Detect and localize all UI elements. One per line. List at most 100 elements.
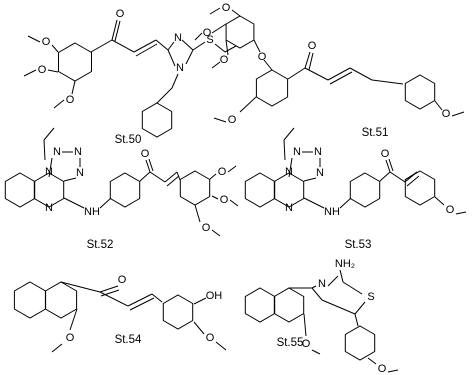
ring bbox=[404, 170, 436, 206]
atom: O bbox=[308, 40, 317, 52]
bond bbox=[114, 20, 121, 42]
bond bbox=[379, 171, 391, 182]
bond bbox=[304, 67, 329, 81]
atom: N bbox=[285, 202, 293, 214]
ring bbox=[13, 281, 47, 319]
bond bbox=[51, 44, 59, 53]
atom: NH bbox=[84, 206, 100, 218]
bond bbox=[406, 175, 420, 187]
bond bbox=[148, 158, 154, 172]
bond bbox=[166, 175, 180, 187]
bond bbox=[327, 67, 351, 81]
bond bbox=[181, 39, 194, 51]
bond bbox=[211, 61, 221, 69]
structure-st52: N N N N N NH O O O O St.52 bbox=[4, 127, 239, 251]
bond bbox=[99, 291, 129, 307]
bond bbox=[156, 87, 173, 104]
ring bbox=[141, 102, 173, 138]
atom: N bbox=[318, 278, 326, 290]
bond bbox=[133, 39, 157, 53]
bond bbox=[227, 165, 237, 173]
bond bbox=[404, 171, 418, 183]
bond bbox=[303, 197, 325, 209]
bond bbox=[304, 51, 311, 69]
bond bbox=[27, 35, 41, 43]
ring bbox=[255, 69, 289, 107]
atom: O bbox=[206, 332, 215, 344]
atom: O bbox=[228, 114, 237, 126]
bond bbox=[60, 281, 101, 293]
structure-st53: N N N N N NH O O St.53 bbox=[244, 127, 467, 251]
atom: N bbox=[285, 166, 293, 178]
atom: O bbox=[302, 338, 311, 350]
bond bbox=[354, 313, 359, 327]
atom: O bbox=[38, 64, 47, 76]
bond bbox=[209, 7, 221, 15]
bond bbox=[215, 341, 227, 351]
bond bbox=[53, 99, 65, 109]
bond bbox=[43, 139, 46, 161]
bond bbox=[135, 43, 158, 57]
bond bbox=[311, 287, 323, 301]
ring bbox=[244, 172, 276, 208]
bond bbox=[283, 139, 286, 161]
atom: O bbox=[258, 51, 267, 63]
bond bbox=[99, 197, 112, 209]
atom: N bbox=[174, 32, 182, 44]
bond bbox=[151, 293, 163, 303]
bond bbox=[139, 171, 151, 182]
bond bbox=[455, 211, 467, 215]
bond bbox=[225, 39, 229, 56]
bond bbox=[211, 195, 219, 200]
atom: O bbox=[222, 2, 231, 14]
bond bbox=[127, 293, 153, 307]
atom: S bbox=[206, 34, 213, 46]
bond bbox=[231, 9, 241, 17]
bond bbox=[434, 100, 443, 111]
atom: N bbox=[45, 202, 53, 214]
atom: N bbox=[293, 146, 301, 158]
ring bbox=[4, 172, 36, 208]
ring bbox=[344, 325, 376, 361]
compound-label: St.53 bbox=[345, 239, 372, 251]
atom: O bbox=[141, 148, 150, 160]
bond bbox=[283, 127, 295, 141]
bond bbox=[451, 111, 465, 117]
ring bbox=[404, 74, 436, 110]
ring bbox=[179, 170, 211, 206]
bond bbox=[311, 285, 317, 289]
bond bbox=[385, 159, 391, 173]
ring bbox=[109, 172, 141, 208]
bond bbox=[71, 80, 76, 95]
bond bbox=[171, 73, 179, 89]
ring bbox=[273, 287, 305, 323]
bond bbox=[303, 313, 307, 337]
compound-label: St.55 bbox=[277, 337, 304, 349]
ring bbox=[162, 294, 194, 330]
bond bbox=[214, 43, 226, 53]
atom: O bbox=[442, 108, 451, 120]
bond bbox=[371, 79, 404, 85]
bond bbox=[327, 275, 339, 287]
bond bbox=[303, 177, 317, 182]
bond bbox=[193, 297, 207, 305]
bond bbox=[23, 69, 37, 77]
atom: O bbox=[381, 148, 390, 160]
structure-st50: O O O O N N S St.50 bbox=[23, 8, 237, 146]
bond bbox=[329, 71, 353, 85]
atom: O bbox=[66, 332, 75, 344]
ring bbox=[349, 172, 381, 208]
bond bbox=[43, 127, 55, 141]
bond bbox=[167, 49, 176, 67]
bond bbox=[155, 39, 169, 51]
bond bbox=[69, 308, 78, 331]
atom: O bbox=[446, 204, 455, 216]
atom: N bbox=[53, 146, 61, 158]
atom: NH₂ bbox=[335, 258, 355, 270]
structure-st54: O O OH O St.54 bbox=[13, 274, 227, 353]
bond bbox=[51, 343, 63, 353]
bond bbox=[192, 41, 206, 51]
atom: O bbox=[116, 8, 125, 20]
bond bbox=[213, 117, 227, 123]
compound-label: St.54 bbox=[115, 334, 142, 346]
